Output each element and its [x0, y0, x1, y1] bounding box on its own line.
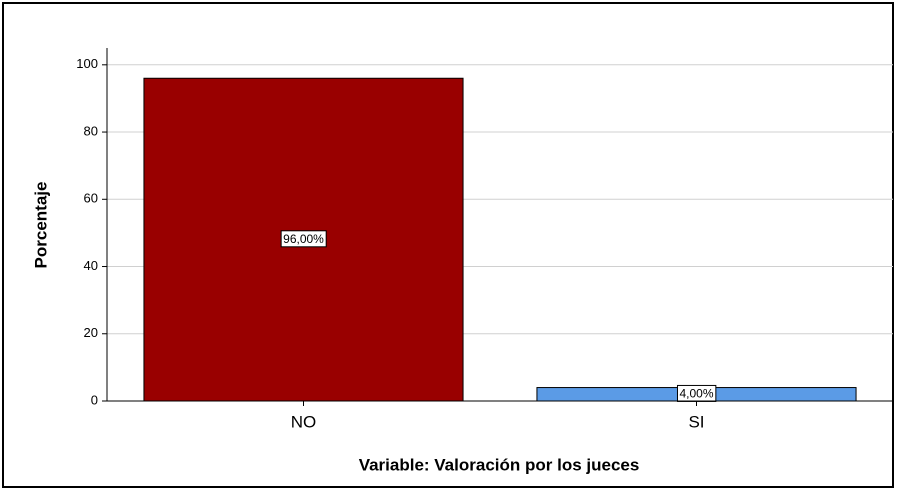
- y-tick-label: 80: [84, 123, 98, 138]
- y-axis-label: Porcentaje: [31, 182, 50, 269]
- x-axis-label: Variable: Valoración por los jueces: [359, 455, 640, 474]
- value-label: 96,00%: [283, 232, 324, 246]
- x-tick-label: SI: [688, 412, 704, 431]
- value-label-box: [280, 230, 327, 248]
- y-tick-label: 20: [84, 325, 98, 340]
- y-tick-label: 60: [84, 191, 98, 206]
- y-tick-label: 0: [91, 392, 98, 407]
- value-label: 4,00%: [679, 386, 713, 400]
- y-tick-label: 100: [76, 56, 98, 71]
- x-tick-label: NO: [291, 412, 317, 431]
- y-tick-label: 40: [84, 258, 98, 273]
